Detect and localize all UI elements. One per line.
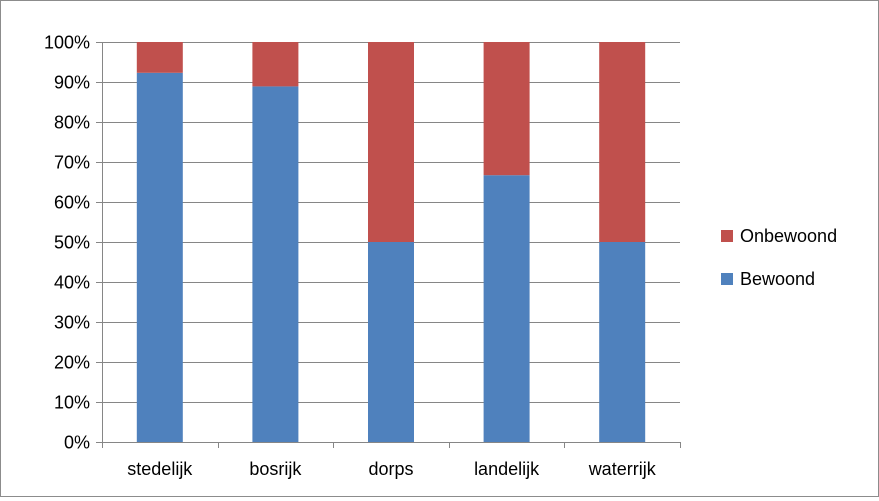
bar-onbewoond-bosrijk [252, 42, 299, 87]
bar-bewoond-landelijk [483, 175, 530, 442]
y-tick-label: 40% [54, 273, 90, 293]
y-tick-label: 0% [64, 433, 90, 453]
x-tick-label: landelijk [474, 459, 540, 479]
y-tick-label: 10% [54, 393, 90, 413]
legend-label-bewoond: Bewoond [740, 269, 815, 289]
y-tick-labels: 0% 10% 20% 30% 40% 50% 60% 70% 80% 90% 100% [44, 33, 90, 453]
y-tick-label: 100% [44, 33, 90, 53]
y-tick-label: 60% [54, 193, 90, 213]
bar-onbewoond-waterrijk [599, 42, 646, 242]
x-tick-labels: stedelijk bosrijk dorps landelijk waterrijk [127, 459, 656, 479]
y-tick-label: 30% [54, 313, 90, 333]
bars [136, 42, 646, 443]
legend-swatch-bewoond [721, 273, 733, 285]
y-tick-label: 20% [54, 353, 90, 373]
x-tick-label: dorps [368, 459, 413, 479]
y-tick-label: 50% [54, 233, 90, 253]
x-tick-label: stedelijk [127, 459, 193, 479]
y-tick-label: 70% [54, 153, 90, 173]
legend-swatch-onbewoond [721, 230, 733, 242]
y-tick-label: 80% [54, 113, 90, 133]
bar-bewoond-stedelijk [136, 72, 183, 443]
bar-onbewoond-stedelijk [136, 42, 183, 73]
bar-bewoond-waterrijk [599, 242, 646, 442]
bar-bewoond-dorps [368, 242, 414, 442]
legend: Onbewoond Bewoond [721, 226, 837, 289]
x-tick-label: bosrijk [249, 459, 302, 479]
y-tick-label: 90% [54, 73, 90, 93]
legend-label-onbewoond: Onbewoond [740, 226, 837, 246]
bar-onbewoond-landelijk [483, 42, 530, 176]
bar-bewoond-bosrijk [252, 86, 299, 443]
x-tick-label: waterrijk [588, 459, 657, 479]
bar-onbewoond-dorps [368, 42, 414, 242]
axes [96, 42, 681, 448]
